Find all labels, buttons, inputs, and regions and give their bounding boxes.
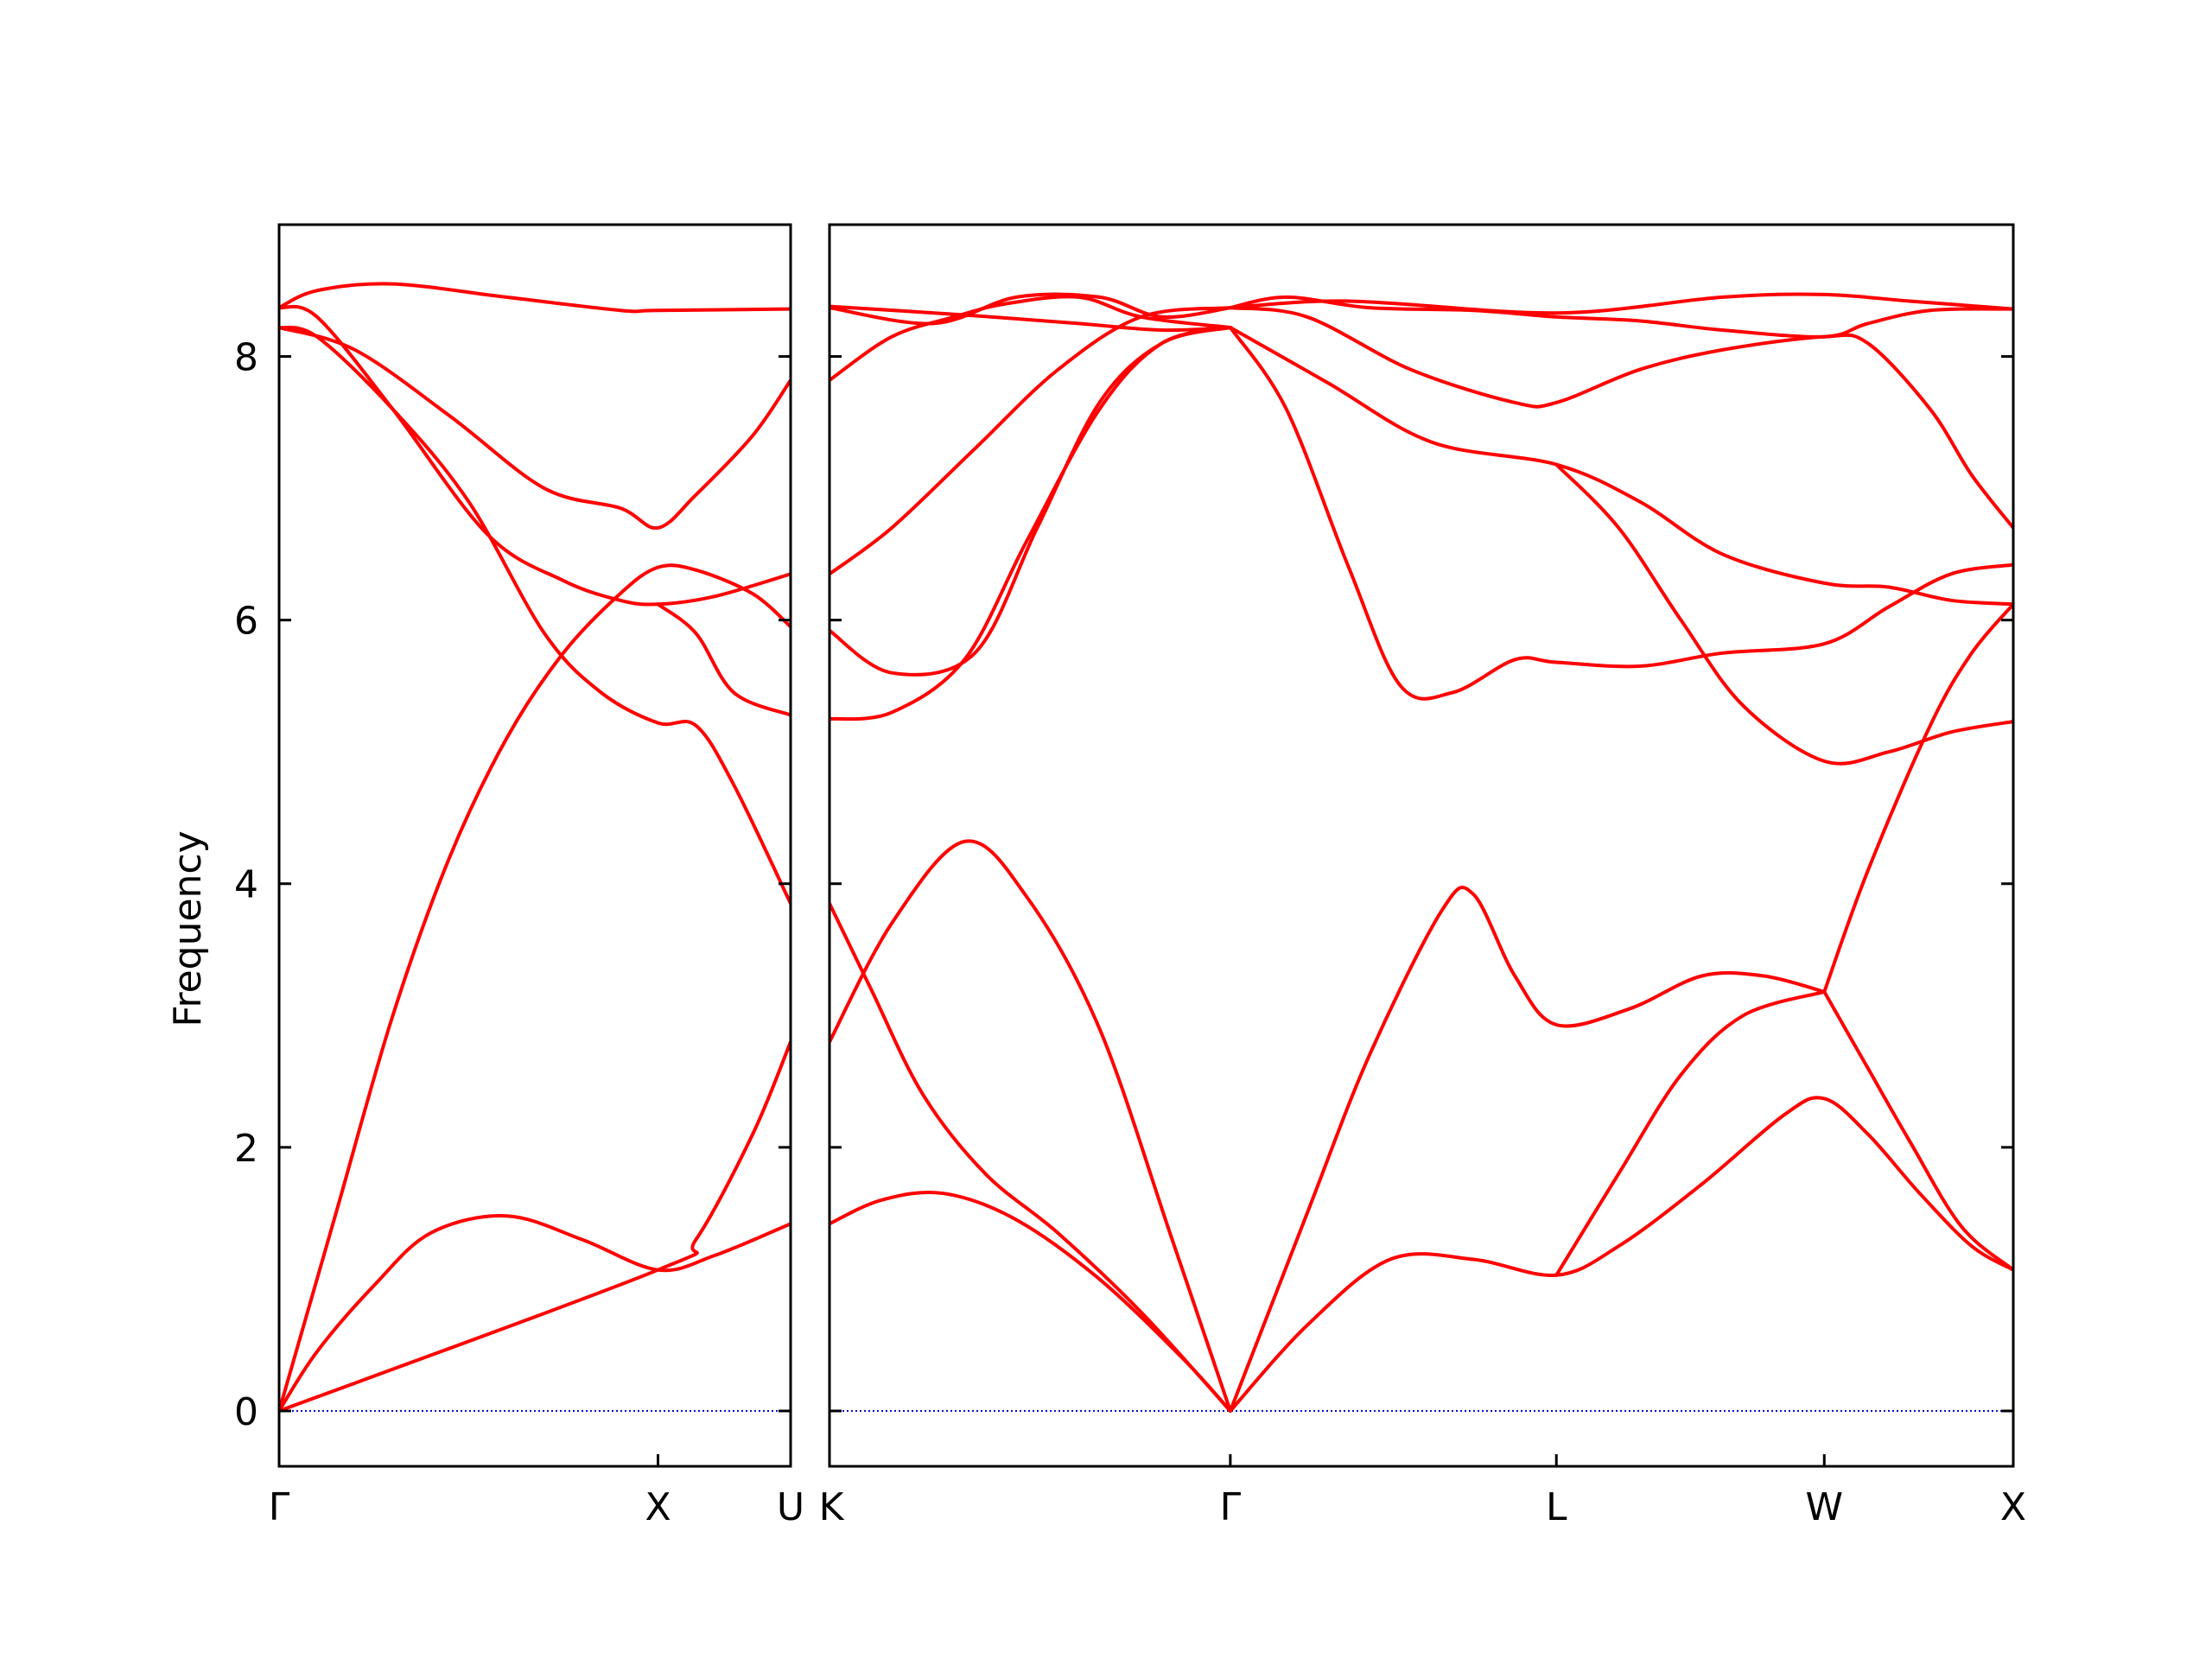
- band-line: [1554, 462, 2013, 766]
- plot-frame: [828, 223, 2015, 1468]
- plot-frame: [277, 223, 792, 1468]
- y-tick-label: 8: [234, 336, 258, 380]
- x-tick-label: U: [777, 1485, 804, 1529]
- band-line: [1228, 1096, 2013, 1413]
- y-tick-label: 4: [234, 863, 258, 907]
- band-line: [279, 326, 791, 530]
- bands-group: [279, 282, 791, 1413]
- band-line: [279, 1214, 791, 1413]
- band-line: [1228, 292, 2013, 315]
- x-tick-label: X: [2000, 1485, 2026, 1529]
- band-line: [830, 295, 1232, 382]
- x-tick-label: K: [819, 1485, 845, 1529]
- band-line: [656, 602, 791, 717]
- band-line: [1228, 306, 2013, 530]
- band-line: [830, 901, 1232, 1413]
- band-line: [1228, 885, 1827, 1413]
- y-tick-label: 2: [234, 1127, 258, 1171]
- band-line: [1554, 989, 1827, 1277]
- band-line: [279, 326, 791, 906]
- band-line: [279, 1039, 791, 1413]
- band-line: [279, 563, 791, 1413]
- band-line: [1822, 989, 2013, 1272]
- band-line: [830, 1190, 1232, 1413]
- y-axis-label: Frequency: [166, 830, 210, 1027]
- chart-panels: 0 2 4 6 8 Γ X U K Γ L W X: [234, 223, 2026, 1529]
- band-line: [830, 326, 1232, 677]
- band-line: [1822, 602, 2013, 994]
- x-tick-label: X: [645, 1485, 671, 1529]
- x-tick-label: Γ: [1220, 1485, 1242, 1529]
- band-line: [830, 304, 1232, 333]
- x-tick-label: L: [1546, 1485, 1567, 1529]
- band-line: [1228, 326, 2013, 607]
- band-line: [279, 282, 791, 314]
- y-tick-label: 0: [234, 1390, 258, 1434]
- band-line: [279, 304, 791, 607]
- band-line: [830, 326, 1232, 721]
- x-tick-label: Γ: [269, 1485, 290, 1529]
- panel-1: 0 2 4 6 8 Γ X U: [234, 223, 804, 1529]
- y-tick-label: 6: [234, 600, 258, 644]
- band-line: [830, 292, 1232, 326]
- x-tick-label: W: [1806, 1485, 1844, 1529]
- bands-group: [830, 292, 2013, 1413]
- band-line: [1228, 295, 2013, 339]
- band-line: [1228, 326, 2013, 701]
- band-line: [830, 839, 1232, 1413]
